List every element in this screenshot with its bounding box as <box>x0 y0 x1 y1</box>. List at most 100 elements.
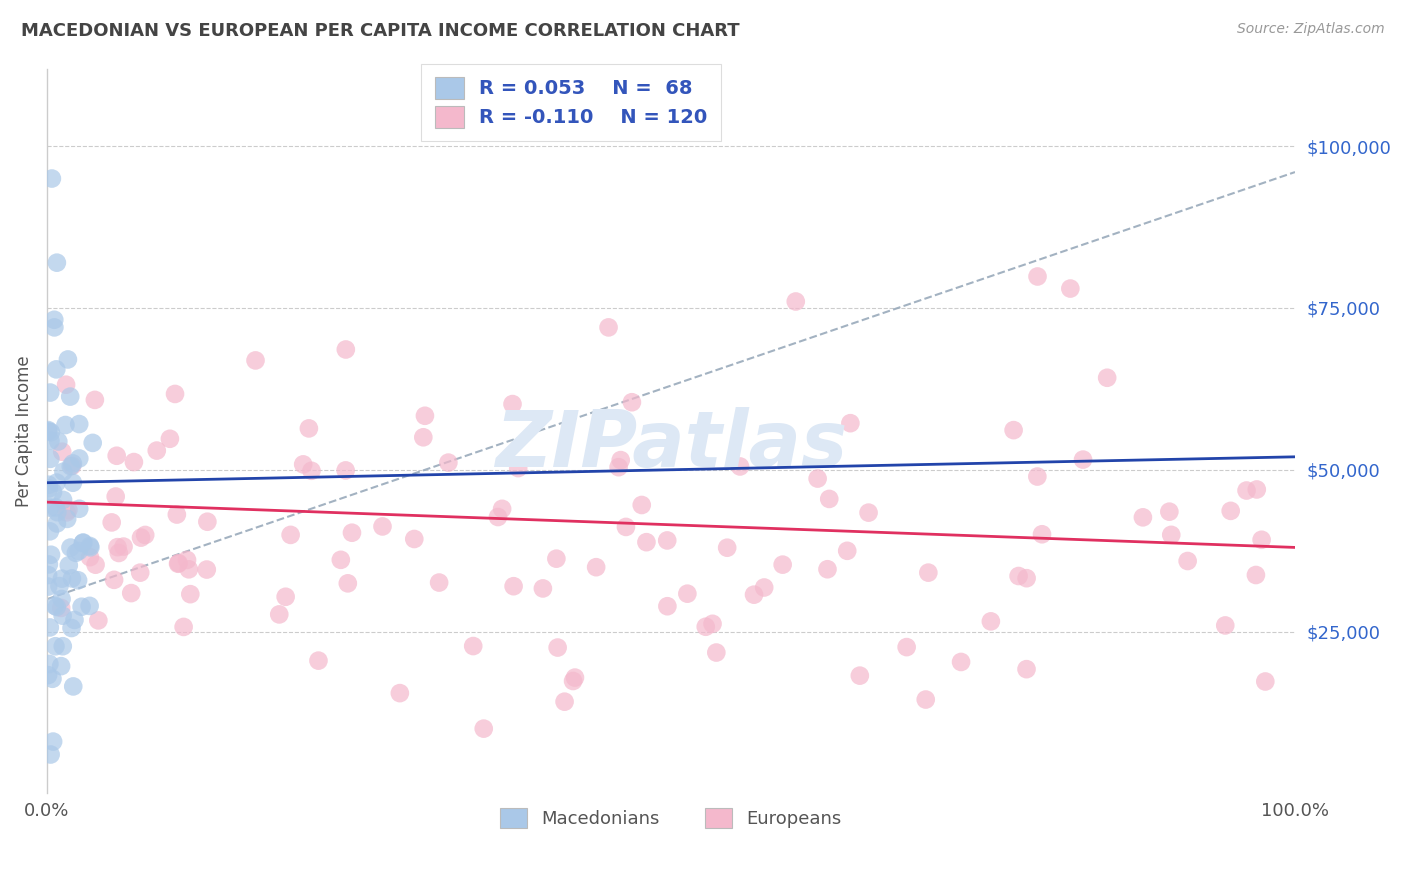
Point <box>491 501 513 516</box>
Point <box>38 524 60 539</box>
Point <box>412 430 434 444</box>
Point <box>37 580 59 594</box>
Point <box>51 444 73 458</box>
Point <box>44 320 66 334</box>
Point <box>531 582 554 596</box>
Point <box>1213 618 1236 632</box>
Point <box>55 417 77 432</box>
Point <box>67 451 90 466</box>
Point <box>427 575 450 590</box>
Point <box>37 424 59 438</box>
Point <box>108 546 131 560</box>
Point <box>508 461 530 475</box>
Point <box>340 525 363 540</box>
Point <box>39 385 62 400</box>
Point <box>818 491 841 506</box>
Point <box>839 416 862 430</box>
Point <box>107 540 129 554</box>
Legend: Macedonians, Europeans: Macedonians, Europeans <box>494 801 849 835</box>
Point <box>37 668 59 682</box>
Point <box>614 520 637 534</box>
Point <box>388 686 411 700</box>
Point <box>46 434 69 449</box>
Point <box>37 423 59 437</box>
Point <box>60 571 83 585</box>
Point <box>404 532 426 546</box>
Point <box>65 546 87 560</box>
Point <box>39 434 62 448</box>
Point <box>48 579 70 593</box>
Point <box>1254 674 1277 689</box>
Point <box>702 616 724 631</box>
Point <box>837 544 859 558</box>
Point <box>609 453 631 467</box>
Point <box>79 550 101 565</box>
Point <box>59 390 82 404</box>
Point <box>195 515 218 529</box>
Point <box>177 562 200 576</box>
Point <box>308 654 330 668</box>
Point <box>546 551 568 566</box>
Point <box>60 621 83 635</box>
Point <box>914 692 936 706</box>
Point <box>38 482 60 496</box>
Point <box>41 672 63 686</box>
Point <box>38 657 60 671</box>
Point <box>1031 527 1053 541</box>
Point <box>463 639 485 653</box>
Point <box>585 560 607 574</box>
Point <box>63 613 86 627</box>
Point <box>817 562 839 576</box>
Point <box>120 586 142 600</box>
Text: Source: ZipAtlas.com: Source: ZipAtlas.com <box>1237 22 1385 37</box>
Text: MACEDONIAN VS EUROPEAN PER CAPITA INCOME CORRELATION CHART: MACEDONIAN VS EUROPEAN PER CAPITA INCOME… <box>21 22 740 40</box>
Point <box>301 464 323 478</box>
Point <box>67 574 90 588</box>
Point <box>58 503 80 517</box>
Point <box>166 508 188 522</box>
Point <box>849 668 872 682</box>
Point <box>754 581 776 595</box>
Point <box>52 492 75 507</box>
Point <box>1026 269 1049 284</box>
Point <box>67 544 90 558</box>
Point <box>636 535 658 549</box>
Point <box>79 541 101 555</box>
Point <box>676 587 699 601</box>
Point <box>83 392 105 407</box>
Point <box>486 510 509 524</box>
Point <box>704 646 727 660</box>
Point <box>292 458 315 472</box>
Point <box>82 436 104 450</box>
Point <box>39 747 62 762</box>
Point <box>1026 469 1049 483</box>
Point <box>145 443 167 458</box>
Point <box>70 599 93 614</box>
Point <box>59 541 82 555</box>
Point <box>245 353 267 368</box>
Point <box>44 312 66 326</box>
Point <box>87 614 110 628</box>
Point <box>1250 533 1272 547</box>
Point <box>39 548 62 562</box>
Point <box>100 516 122 530</box>
Point <box>1015 571 1038 585</box>
Point <box>562 673 585 688</box>
Point <box>371 519 394 533</box>
Point <box>1071 452 1094 467</box>
Point <box>336 576 359 591</box>
Point <box>112 540 135 554</box>
Point <box>1007 569 1029 583</box>
Text: ZIPatlas: ZIPatlas <box>495 408 846 483</box>
Point <box>657 533 679 548</box>
Point <box>163 387 186 401</box>
Point <box>84 558 107 572</box>
Point <box>630 498 652 512</box>
Point <box>274 590 297 604</box>
Point <box>269 607 291 622</box>
Point <box>37 568 59 582</box>
Point <box>79 539 101 553</box>
Point <box>45 255 67 269</box>
Point <box>554 695 576 709</box>
Point <box>564 671 586 685</box>
